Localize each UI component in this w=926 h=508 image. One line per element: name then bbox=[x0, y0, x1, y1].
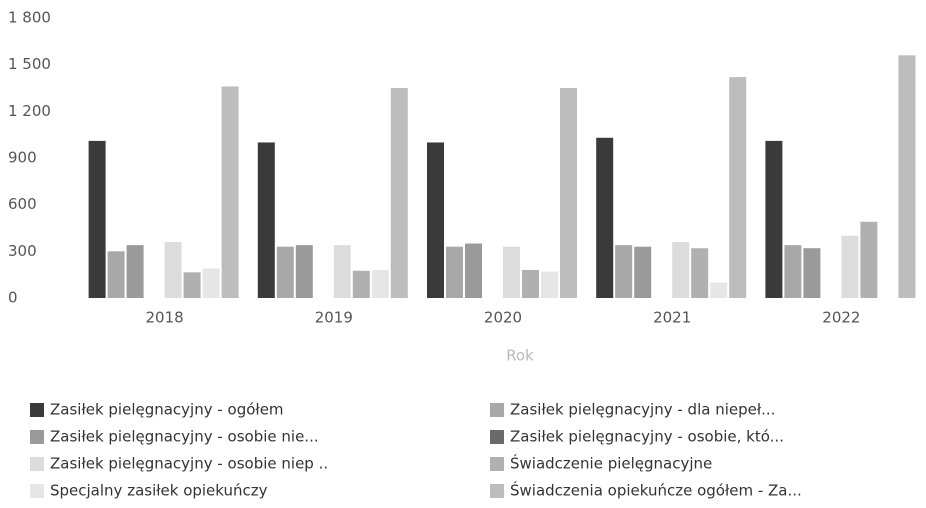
x-tick-label: 2021 bbox=[653, 309, 691, 327]
bar bbox=[257, 142, 275, 298]
legend-label: Świadczenia opiekuńcze ogółem - Za... bbox=[510, 481, 802, 500]
legend-swatch bbox=[490, 430, 504, 444]
bar bbox=[221, 86, 239, 298]
bar bbox=[503, 246, 520, 298]
bar bbox=[465, 243, 482, 298]
bar bbox=[898, 55, 916, 299]
bar bbox=[615, 245, 633, 298]
bar bbox=[183, 272, 201, 298]
bar bbox=[710, 282, 728, 298]
bar bbox=[427, 142, 444, 298]
x-tick-label: 2022 bbox=[822, 309, 860, 327]
x-tick-label: 2019 bbox=[315, 309, 353, 327]
bar bbox=[672, 242, 690, 298]
legend-label: Zasiłek pielęgnacyjny - osobie, któ... bbox=[510, 428, 784, 446]
legend-swatch bbox=[30, 430, 44, 444]
bar bbox=[560, 88, 577, 298]
y-tick-label: 300 bbox=[8, 242, 37, 260]
legend-swatch bbox=[490, 484, 504, 498]
bar bbox=[803, 248, 821, 298]
bar bbox=[541, 271, 558, 298]
legend-label: Zasiłek pielęgnacyjny - osobie nie... bbox=[50, 428, 319, 446]
bar bbox=[596, 137, 614, 298]
legend-swatch bbox=[30, 403, 44, 417]
legend-label: Świadczenie pielęgnacyjne bbox=[510, 454, 712, 473]
bar bbox=[390, 88, 408, 298]
bar bbox=[202, 268, 220, 298]
bar bbox=[333, 245, 351, 298]
bar bbox=[860, 221, 878, 298]
y-tick-label: 0 bbox=[8, 289, 18, 307]
legend-swatch bbox=[30, 484, 44, 498]
legend-label: Zasiłek pielęgnacyjny - ogółem bbox=[50, 401, 284, 419]
y-tick-label: 1 500 bbox=[8, 55, 51, 73]
bar bbox=[88, 140, 106, 298]
x-tick-label: 2020 bbox=[484, 309, 522, 327]
bar bbox=[276, 246, 294, 298]
bar bbox=[352, 270, 370, 298]
legend-swatch bbox=[30, 457, 44, 471]
bar bbox=[765, 140, 783, 298]
bar bbox=[446, 246, 463, 298]
y-tick-label: 1 200 bbox=[8, 102, 51, 120]
bar bbox=[107, 251, 125, 298]
bar bbox=[295, 245, 313, 298]
bar bbox=[522, 270, 539, 298]
y-tick-label: 600 bbox=[8, 195, 37, 213]
bar bbox=[126, 245, 144, 298]
bar bbox=[691, 248, 709, 298]
legend-swatch bbox=[490, 403, 504, 417]
bar bbox=[164, 242, 182, 298]
y-tick-label: 1 800 bbox=[8, 9, 51, 27]
legend-label: Zasiłek pielęgnacyjny - osobie niep .. bbox=[50, 455, 328, 473]
y-tick-label: 900 bbox=[8, 149, 37, 167]
bar bbox=[371, 270, 389, 298]
x-tick-label: 2018 bbox=[146, 309, 184, 327]
bar bbox=[784, 245, 802, 298]
bar bbox=[634, 246, 652, 298]
bar bbox=[841, 235, 859, 298]
legend-label: Specjalny zasiłek opiekuńczy bbox=[50, 482, 268, 500]
legend-swatch bbox=[490, 457, 504, 471]
bar bbox=[729, 77, 747, 298]
legend-label: Zasiłek pielęgnacyjny - dla niepeł... bbox=[510, 401, 775, 419]
x-axis-title: Rok bbox=[506, 347, 534, 365]
